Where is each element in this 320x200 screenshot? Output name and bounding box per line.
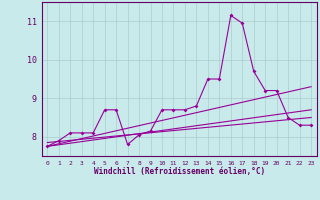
- X-axis label: Windchill (Refroidissement éolien,°C): Windchill (Refroidissement éolien,°C): [94, 167, 265, 176]
